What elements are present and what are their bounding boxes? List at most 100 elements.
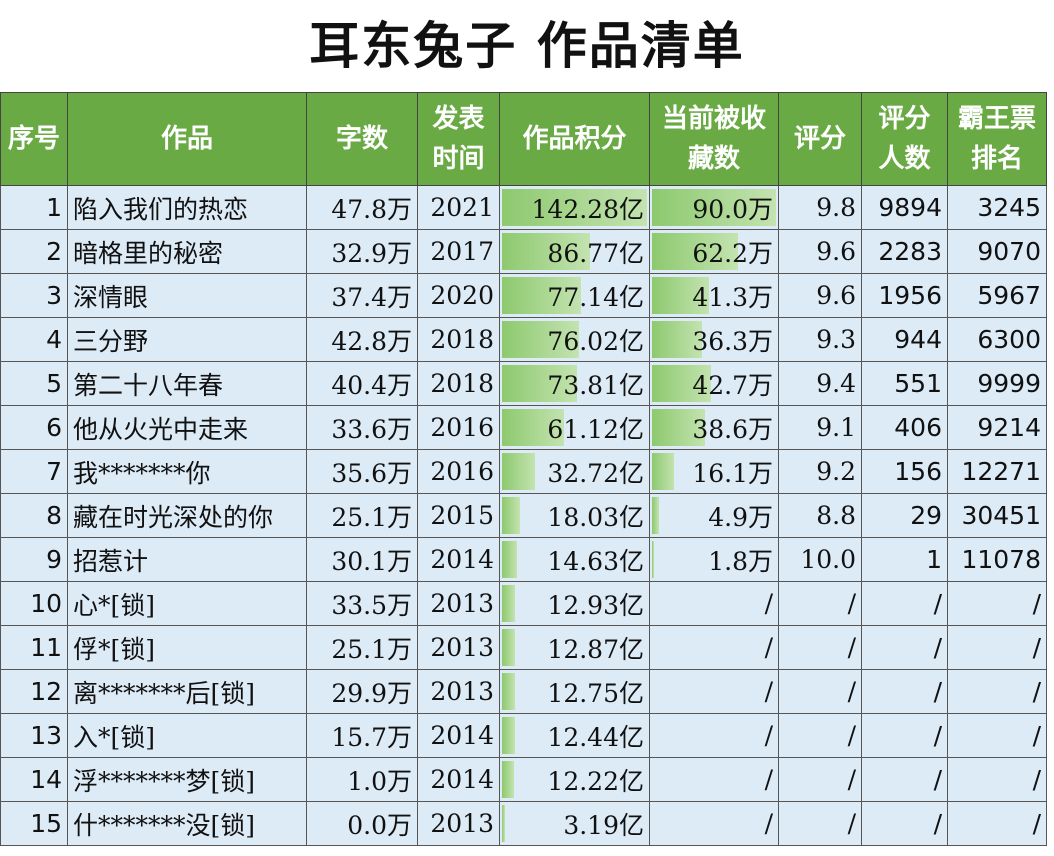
table-cell: 40.4万 — [306, 361, 418, 406]
cell-text: 47.8万 — [331, 194, 412, 224]
table-cell: 2021 — [417, 185, 500, 230]
table-cell: / — [861, 581, 948, 626]
table-row: 11 俘*[锁] 25.1万 2013 12.87亿 / / / / — [0, 625, 1047, 670]
cell-text: 38.6万 — [692, 414, 773, 444]
table-cell: 33.5万 — [306, 581, 418, 626]
table-cell: 9.6 — [778, 229, 862, 274]
table-cell: 25.1万 — [306, 493, 418, 538]
table-cell: 1.8万 — [649, 537, 779, 582]
table-cell: 5 — [0, 361, 68, 406]
data-bar — [502, 541, 517, 578]
table-cell: 37.4万 — [306, 273, 418, 318]
header-text: 霸王票排名 — [958, 104, 1037, 174]
header-text: 作品 — [160, 124, 213, 154]
cell-text: 7 — [46, 457, 62, 486]
cell-text: 30.1万 — [331, 546, 412, 576]
cell-text: 2013 — [430, 809, 494, 838]
header-cell: 作品 — [67, 92, 307, 186]
table-cell: 12.87亿 — [499, 625, 650, 670]
data-bar — [502, 585, 516, 622]
table-cell: 12 — [0, 669, 68, 714]
data-bar — [652, 189, 776, 226]
table-cell: 俘*[锁] — [67, 625, 307, 670]
cell-text: 什*******没[锁] — [73, 810, 256, 840]
table-cell: 2015 — [417, 493, 500, 538]
data-bar — [502, 365, 578, 402]
header-text: 当前被收藏数 — [662, 104, 767, 174]
cell-text: 浮*******梦[锁] — [73, 766, 256, 796]
cell-text: 42.8万 — [331, 326, 412, 356]
cell-text: 2015 — [430, 501, 494, 530]
cell-text: 8.8 — [816, 501, 856, 530]
table-cell: 944 — [861, 317, 948, 362]
table-cell: 12.22亿 — [499, 757, 650, 802]
table-row: 6 他从火光中走来 33.6万 2016 61.12亿 38.6万 9.1 406 9214 — [0, 405, 1047, 450]
table-row: 10 心*[锁] 33.5万 2013 12.93亿 / / / / — [0, 581, 1047, 626]
cell-text: 35.6万 — [331, 458, 412, 488]
table-cell: 2018 — [417, 317, 500, 362]
table-row: 13 入*[锁] 15.7万 2014 12.44亿 / / / / — [0, 713, 1047, 758]
cell-text: / — [933, 721, 942, 750]
cell-text: 3245 — [977, 193, 1041, 222]
table-cell: 86.77亿 — [499, 229, 650, 274]
table-cell: 我*******你 — [67, 449, 307, 494]
cell-text: 41.3万 — [692, 282, 773, 312]
data-bar — [502, 233, 591, 270]
table-cell: / — [778, 669, 862, 714]
cell-text: 招惹计 — [73, 546, 149, 576]
table-cell: 47.8万 — [306, 185, 418, 230]
table-cell: 76.02亿 — [499, 317, 650, 362]
table-cell: 2020 — [417, 273, 500, 318]
cell-text: 30451 — [961, 501, 1041, 530]
table-cell: / — [649, 669, 779, 714]
header-text: 发表时间 — [432, 104, 485, 174]
table-row: 8 藏在时光深处的你 25.1万 2015 18.03亿 4.9万 8.8 29 30451 — [0, 493, 1047, 538]
cell-text: 10.0 — [800, 545, 856, 574]
table-cell: 12.75亿 — [499, 669, 650, 714]
table-row: 4 三分野 42.8万 2018 76.02亿 36.3万 9.3 944 6300 — [0, 317, 1047, 362]
table-cell: 6300 — [947, 317, 1047, 362]
table-cell: 30451 — [947, 493, 1047, 538]
table-row: 15 什*******没[锁] 0.0万 2013 3.19亿 / / / / — [0, 801, 1047, 846]
header-cell: 当前被收藏数 — [649, 92, 779, 186]
cell-text: 9.8 — [816, 193, 856, 222]
cell-text: / — [764, 765, 773, 794]
header-cell: 字数 — [306, 92, 418, 186]
cell-text: 90.0万 — [692, 194, 773, 224]
table-cell: 9 — [0, 537, 68, 582]
cell-text: 2014 — [430, 765, 494, 794]
table-cell: 10.0 — [778, 537, 862, 582]
cell-text: / — [1032, 721, 1041, 750]
table-cell: / — [649, 713, 779, 758]
table-cell: 暗格里的秘密 — [67, 229, 307, 274]
cell-text: / — [933, 633, 942, 662]
table-cell: / — [861, 625, 948, 670]
data-bar — [502, 805, 506, 842]
cell-text: 156 — [894, 457, 942, 486]
cell-text: / — [1032, 633, 1041, 662]
table-cell: 入*[锁] — [67, 713, 307, 758]
cell-text: 9.3 — [816, 325, 856, 354]
table-cell: 10 — [0, 581, 68, 626]
table-cell: / — [778, 801, 862, 846]
cell-text: 1.0万 — [347, 766, 412, 796]
table-cell: 心*[锁] — [67, 581, 307, 626]
cell-text: 40.4万 — [331, 370, 412, 400]
table-cell: 1.0万 — [306, 757, 418, 802]
cell-text: 12.75亿 — [547, 678, 644, 708]
data-bar — [502, 673, 515, 710]
table-cell: 9999 — [947, 361, 1047, 406]
table-row: 5 第二十八年春 40.4万 2018 73.81亿 42.7万 9.4 551 9999 — [0, 361, 1047, 406]
cell-text: 11 — [30, 633, 62, 662]
table-cell: 2013 — [417, 669, 500, 714]
cell-text: 36.3万 — [692, 326, 773, 356]
cell-text: 我*******你 — [73, 458, 211, 488]
table-cell: 9.4 — [778, 361, 862, 406]
table-cell: 406 — [861, 405, 948, 450]
table-cell: / — [947, 713, 1047, 758]
table-cell: 2014 — [417, 537, 500, 582]
cell-text: / — [847, 589, 856, 618]
header-text: 评分 — [793, 124, 846, 154]
cell-text: 61.12亿 — [547, 414, 644, 444]
cell-text: 1.8万 — [708, 546, 773, 576]
